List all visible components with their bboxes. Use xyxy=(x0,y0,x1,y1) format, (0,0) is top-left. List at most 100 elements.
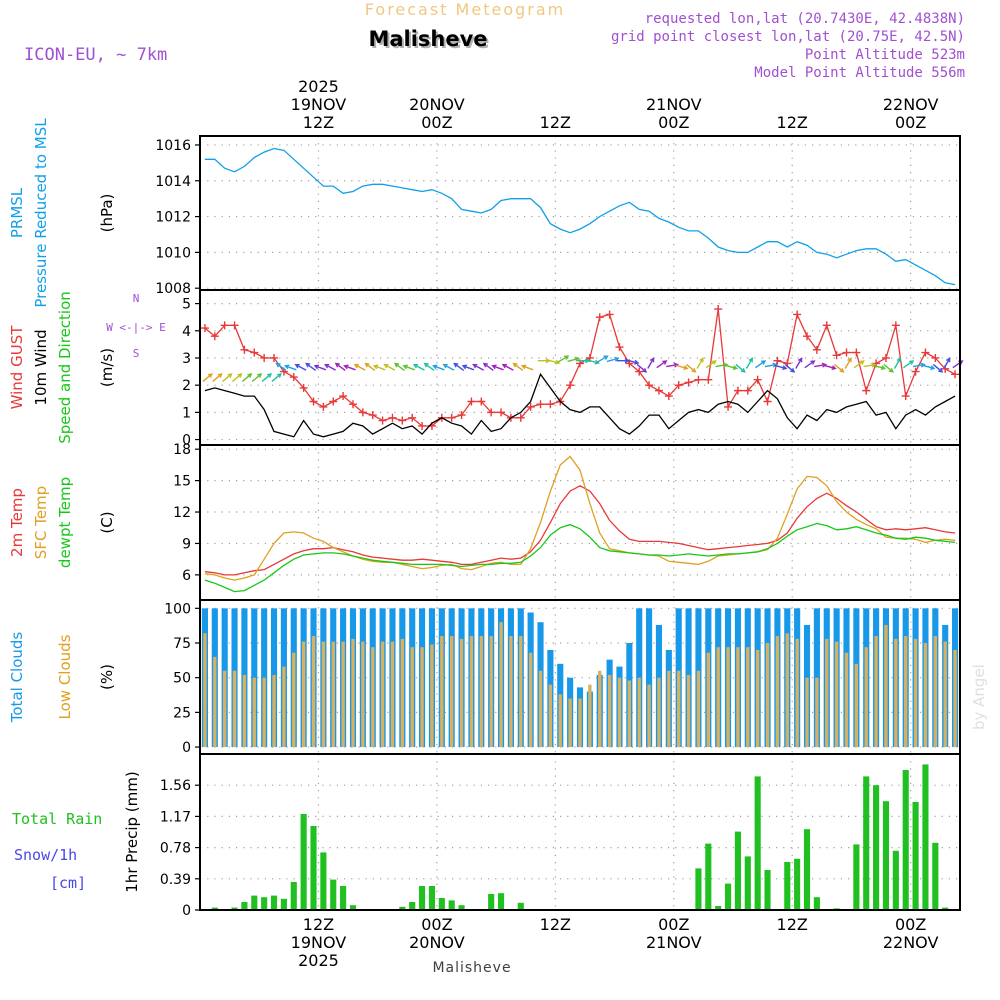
y-tick-label: 0 xyxy=(182,740,191,756)
bar xyxy=(784,862,791,910)
y-tick-label: 3 xyxy=(182,351,191,367)
bar xyxy=(232,670,237,748)
gust-marker xyxy=(260,353,269,362)
wind-arrow-head xyxy=(432,364,438,370)
wind-arrow xyxy=(212,373,223,383)
wind-arrow-head xyxy=(461,364,468,370)
bar xyxy=(499,622,503,748)
panel-label: dewpt Temp xyxy=(56,477,74,568)
bar xyxy=(528,652,533,748)
wind-arrow xyxy=(735,363,746,373)
wind-arrow xyxy=(647,357,655,369)
bar xyxy=(310,826,317,910)
wind-arrow-head xyxy=(512,362,518,368)
wind-arrow xyxy=(656,360,667,369)
panel-label: Wind GUST xyxy=(8,325,26,410)
bar xyxy=(231,907,238,910)
line xyxy=(204,147,956,286)
bar xyxy=(942,907,949,910)
bar xyxy=(874,636,878,748)
bar xyxy=(469,636,474,748)
wind-arrow-head xyxy=(691,367,697,373)
gust-marker xyxy=(487,408,496,417)
bar xyxy=(933,636,938,748)
bar xyxy=(428,886,436,910)
model-altitude: Model Point Altitude 556m xyxy=(754,65,965,81)
bar xyxy=(410,647,414,748)
wind-arrows xyxy=(202,355,964,383)
wind-arrow-head xyxy=(472,363,478,369)
time-label-top: 12Z xyxy=(777,113,808,132)
gust-marker xyxy=(220,321,229,330)
wind-arrow xyxy=(814,363,826,368)
series-10m-wind xyxy=(204,372,956,438)
bar xyxy=(657,677,661,748)
wind-arrow xyxy=(606,357,619,363)
gust-marker xyxy=(635,367,644,376)
wind-arrow-head xyxy=(217,373,223,378)
wind-arrow xyxy=(483,363,494,372)
wind-arrow xyxy=(943,357,951,369)
bar xyxy=(270,895,278,910)
bar xyxy=(813,897,820,910)
wind-arrow xyxy=(462,365,475,371)
bar xyxy=(863,776,870,910)
gust-marker xyxy=(398,416,407,425)
gust-marker xyxy=(447,413,456,422)
wind-arrow xyxy=(251,373,262,383)
wind-arrow-head xyxy=(267,373,273,378)
watermark: by Angel xyxy=(970,664,988,730)
time-label-top: 2025 xyxy=(298,77,339,96)
panel-precip: 0 0.39 0.78 1.17 1.56 Total Rain Snow/1h [cm] 1h… xyxy=(12,753,961,919)
y-tick-label: 1 xyxy=(182,405,191,421)
gust-marker xyxy=(210,332,219,341)
compass-we: W <-|-> E xyxy=(106,321,166,334)
panel-label: Total Clouds xyxy=(8,632,26,724)
y-tick-label: 75 xyxy=(173,636,191,652)
bar xyxy=(390,641,395,748)
bar xyxy=(340,886,347,910)
gust-marker xyxy=(368,411,377,420)
wind-arrow-head xyxy=(634,359,640,365)
gust-marker xyxy=(546,400,555,409)
wind-arrow-head xyxy=(711,360,717,365)
panel-frame xyxy=(199,135,961,291)
bar xyxy=(706,652,710,748)
wind-arrow-head xyxy=(294,363,300,369)
wind-arrow-head xyxy=(453,362,459,368)
bar xyxy=(213,656,217,748)
gust-marker xyxy=(418,421,427,430)
gust-marker xyxy=(289,373,298,382)
grid-coords: grid point closest lon,lat (20.75E, 42.5… xyxy=(611,29,965,45)
wind-arrow xyxy=(844,357,852,369)
wind-arrow xyxy=(403,365,415,371)
bar xyxy=(864,647,868,748)
gust-marker xyxy=(862,386,871,395)
gust-marker xyxy=(891,321,900,330)
gust-marker xyxy=(467,397,476,406)
bar xyxy=(904,636,908,748)
bar xyxy=(696,670,701,748)
gust-marker xyxy=(832,351,841,360)
bar xyxy=(815,677,819,748)
wind-arrow xyxy=(893,357,901,369)
bar xyxy=(716,647,720,748)
wind-arrow-head xyxy=(740,367,746,373)
bar xyxy=(211,907,218,910)
y-tick-label: 1014 xyxy=(155,174,191,190)
wind-arrow-head xyxy=(782,365,788,371)
wind-arrow xyxy=(774,364,787,370)
wind-arrow-head xyxy=(305,362,311,368)
wind-arrow xyxy=(261,373,272,383)
wind-arrow-head xyxy=(313,364,319,370)
wind-arrow-head xyxy=(831,365,837,371)
wind-arrow xyxy=(784,363,795,373)
time-label-bottom: 12Z xyxy=(777,915,808,934)
wind-arrow-head xyxy=(683,365,689,371)
wind-arrow xyxy=(324,364,336,371)
time-label-bottom: 20NOV xyxy=(409,933,465,952)
gust-marker xyxy=(378,416,387,425)
bar xyxy=(775,636,780,748)
gust-marker xyxy=(339,392,348,401)
